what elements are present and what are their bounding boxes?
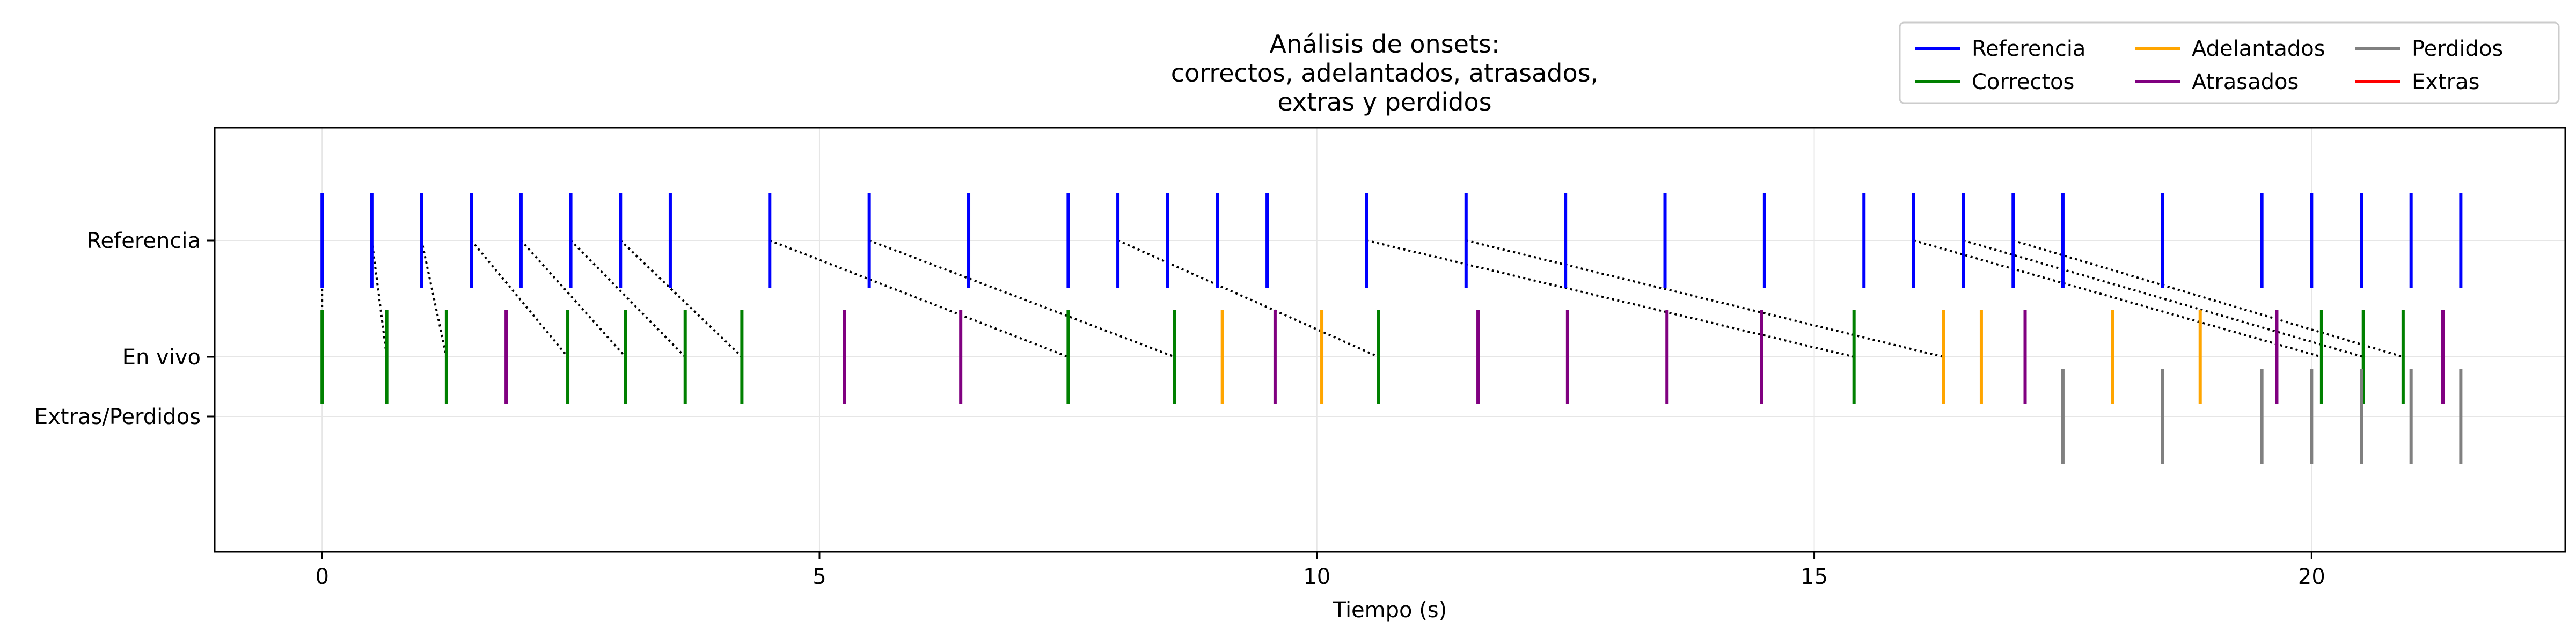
match-line [1466, 239, 1944, 358]
match-line [1366, 239, 1855, 358]
y-tick-label: En vivo [122, 345, 201, 370]
y-tick-label: Referencia [87, 229, 201, 253]
legend-entry: Referencia [1972, 36, 2085, 61]
x-tick-label: 5 [813, 565, 826, 589]
match-line [769, 239, 1069, 358]
x-tick-label: 10 [1303, 565, 1330, 589]
x-tick-label: 20 [2298, 565, 2325, 589]
match-line [1117, 239, 1379, 358]
legend-entry: Extras [2412, 70, 2479, 94]
event-marks [320, 193, 2463, 464]
title-line-2: correctos, adelantados, atrasados, [1171, 58, 1598, 87]
match-line [520, 239, 627, 358]
match-lines [321, 239, 2404, 358]
legend-entry: Adelantados [2192, 36, 2325, 61]
legend-entry: Perdidos [2412, 36, 2503, 61]
grid [215, 128, 2565, 552]
legend-entry: Atrasados [2192, 70, 2299, 94]
legend-entry: Correctos [1972, 70, 2074, 94]
match-line [370, 240, 388, 357]
y-tick-label: Extras/Perdidos [34, 405, 201, 429]
match-line [570, 239, 686, 358]
x-tick-label: 0 [315, 565, 328, 589]
legend: Referencia Correctos Adelantados Atrasados P… [1899, 21, 2560, 104]
x-axis-ticks: 0 5 10 15 20 [315, 552, 2325, 589]
match-line [2012, 239, 2404, 358]
match-line [1913, 239, 2322, 358]
match-line [420, 240, 448, 357]
y-axis-ticks: Referencia En vivo Extras/Perdidos [34, 229, 215, 429]
match-line [868, 239, 1175, 358]
title-line-3: extras y perdidos [1277, 87, 1491, 116]
chart-title: Análisis de onsets: correctos, adelantad… [1171, 30, 1598, 116]
match-line [619, 239, 743, 358]
x-tick-label: 15 [1801, 565, 1828, 589]
title-line-1: Análisis de onsets: [1270, 30, 1500, 58]
plot-frame [214, 127, 2566, 553]
x-axis-label: Tiempo (s) [1333, 598, 1447, 623]
match-line [470, 239, 569, 358]
